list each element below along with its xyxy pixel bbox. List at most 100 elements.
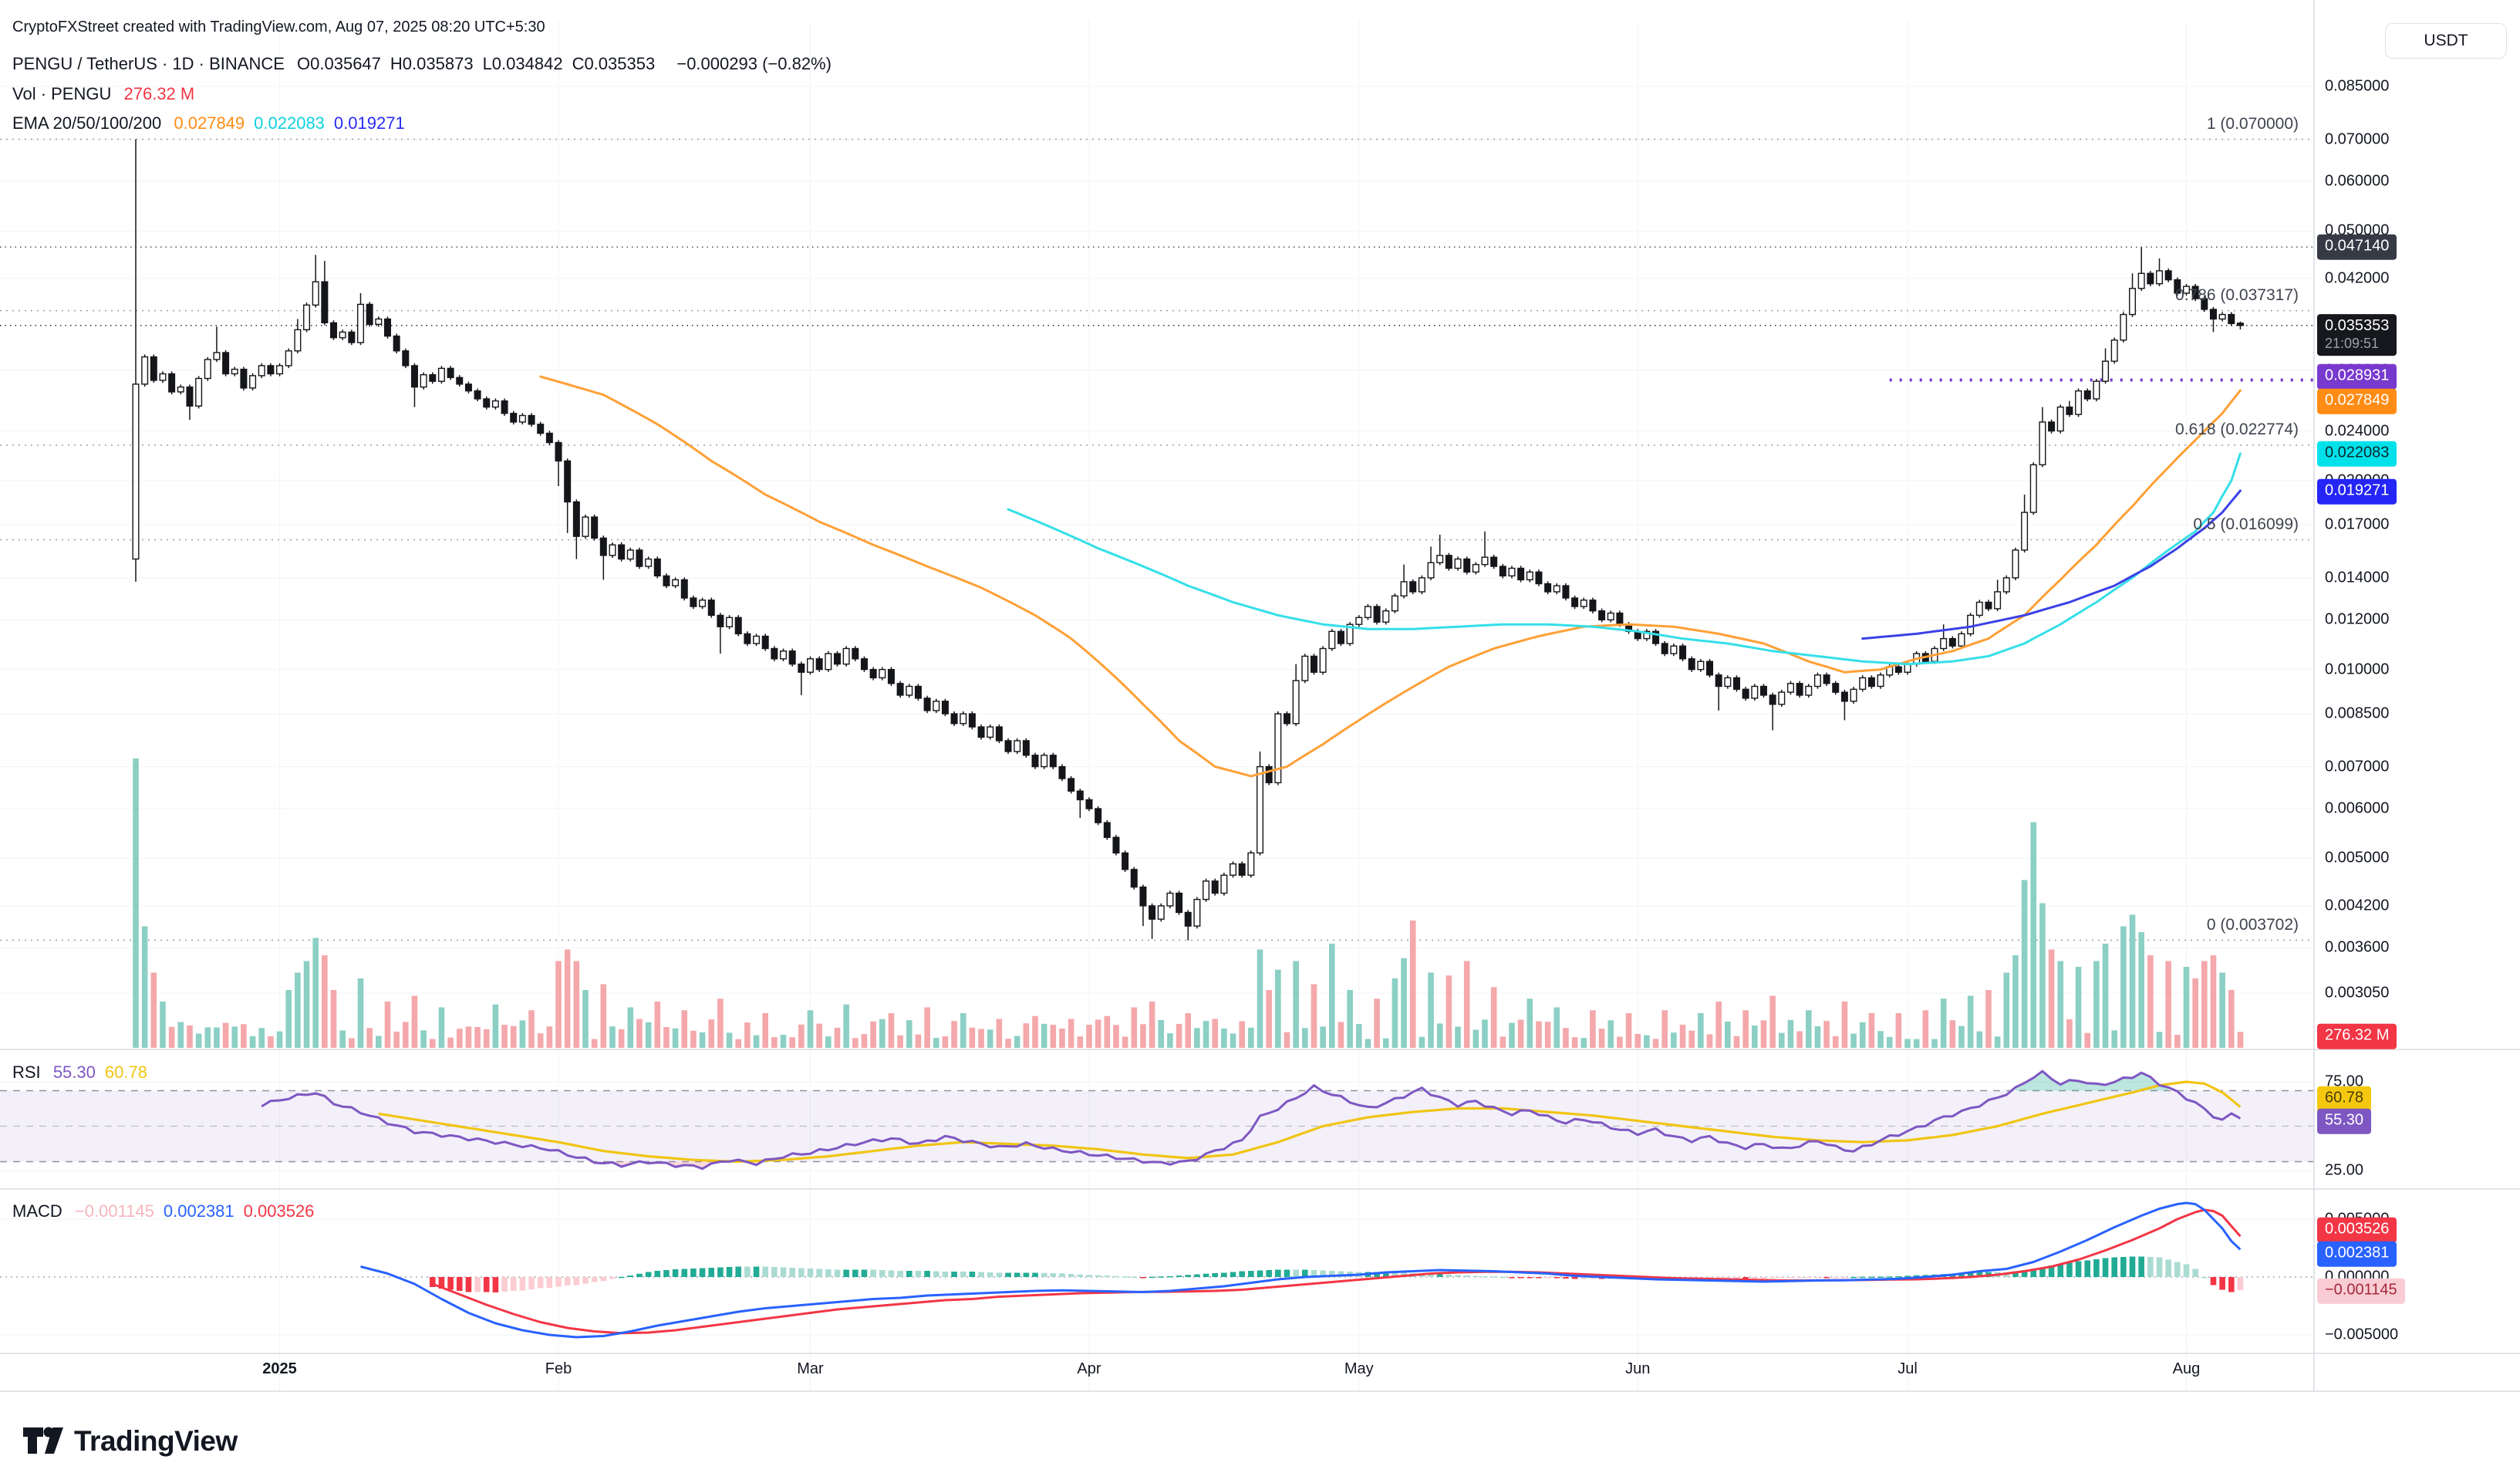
macd-histogram-bar[interactable]	[1203, 1273, 1209, 1277]
macd-histogram-bar[interactable]	[429, 1277, 436, 1287]
volume-bar[interactable]	[438, 1007, 445, 1049]
volume-bar[interactable]	[933, 1038, 940, 1048]
candle-up[interactable]	[357, 303, 365, 343]
volume-bar[interactable]	[762, 1013, 768, 1048]
candle-up[interactable]	[1724, 677, 1732, 688]
volume-bar[interactable]	[1958, 1025, 1965, 1048]
macd-histogram-bar[interactable]	[1338, 1271, 1344, 1278]
candle-down[interactable]	[186, 386, 194, 407]
macd-histogram-bar[interactable]	[861, 1269, 868, 1278]
candle-up[interactable]	[375, 318, 383, 325]
macd-histogram-bar[interactable]	[2219, 1277, 2225, 1290]
candle-down[interactable]	[1652, 630, 1660, 644]
volume-bar[interactable]	[1095, 1019, 1101, 1048]
price-axis-tick[interactable]: 0.004200	[2325, 897, 2390, 914]
candle-up[interactable]	[2075, 390, 2083, 415]
volume-bar[interactable]	[1365, 1039, 1371, 1048]
macd-histogram-bar[interactable]	[807, 1269, 814, 1277]
volume-bar[interactable]	[2030, 822, 2037, 1049]
rsi-line[interactable]	[261, 1069, 2242, 1171]
macd-histogram-bar[interactable]	[681, 1269, 688, 1278]
volume-bar[interactable]	[1463, 961, 1470, 1049]
macd-histogram-bar[interactable]	[1311, 1270, 1317, 1277]
ema-blue-line[interactable]	[1861, 489, 2242, 640]
candle-down[interactable]	[663, 575, 670, 586]
macd-histogram-bar[interactable]	[2093, 1259, 2100, 1277]
volume-bar[interactable]	[2129, 914, 2136, 1049]
volume-bar[interactable]	[843, 1004, 849, 1048]
volume-bar[interactable]	[295, 972, 301, 1049]
candle-up[interactable]	[1607, 612, 1614, 620]
volume-bar[interactable]	[1922, 1010, 1929, 1048]
macd-histogram-bar[interactable]	[1536, 1277, 1542, 1279]
volume-bar[interactable]	[1688, 1030, 1695, 1048]
volume-bar[interactable]	[187, 1025, 193, 1048]
candle-up[interactable]	[437, 367, 445, 382]
volume-bar[interactable]	[1338, 1022, 1344, 1048]
macd-histogram-bar[interactable]	[1823, 1277, 1830, 1279]
macd-histogram-bar[interactable]	[654, 1271, 661, 1277]
volume-legend-label[interactable]: Vol · PENGU	[12, 84, 112, 103]
volume-bar[interactable]	[690, 1030, 697, 1048]
volume-bar[interactable]	[1023, 1023, 1030, 1048]
macd-histogram-bar[interactable]	[582, 1277, 589, 1284]
candle-up[interactable]	[1472, 563, 1479, 573]
volume-bar[interactable]	[456, 1029, 463, 1048]
price-axis-tick[interactable]: 0.007000	[2325, 758, 2390, 775]
volume-bar[interactable]	[1571, 1037, 1578, 1048]
macd-histogram-bar[interactable]	[870, 1269, 876, 1278]
volume-bar[interactable]	[1482, 1019, 1488, 1048]
macd-histogram-bar[interactable]	[1185, 1275, 1192, 1277]
macd-histogram-bar[interactable]	[492, 1277, 499, 1292]
volume-bar[interactable]	[177, 1022, 184, 1048]
volume-bar[interactable]	[2057, 961, 2064, 1049]
macd-histogram-bar[interactable]	[2084, 1260, 2091, 1278]
macd-histogram-bar[interactable]	[708, 1268, 715, 1277]
candle-up[interactable]	[1220, 874, 1228, 894]
volume-bar[interactable]	[1913, 1039, 1920, 1048]
candle-up[interactable]	[258, 365, 265, 377]
macd-histogram-bar[interactable]	[753, 1266, 760, 1278]
volume-bar[interactable]	[1841, 1002, 1848, 1048]
volume-bar[interactable]	[2192, 978, 2198, 1048]
macd-histogram-bar[interactable]	[1967, 1272, 1974, 1277]
volume-bar[interactable]	[717, 998, 724, 1048]
volume-bar[interactable]	[627, 1007, 634, 1049]
macd-histogram-bar[interactable]	[1787, 1277, 1794, 1279]
macd-histogram-bar[interactable]	[960, 1272, 967, 1277]
volume-bar[interactable]	[2210, 955, 2217, 1048]
candle-down[interactable]	[366, 303, 373, 325]
candle-down[interactable]	[501, 400, 508, 414]
macd-histogram-bar[interactable]	[1850, 1276, 1857, 1279]
macd-histogram-bar[interactable]	[1257, 1270, 1263, 1278]
candle-up[interactable]	[2129, 288, 2137, 316]
candle-up[interactable]	[1193, 898, 1201, 927]
macd-histogram-bar[interactable]	[978, 1272, 984, 1278]
volume-bar[interactable]	[141, 926, 148, 1049]
macd-histogram-bar[interactable]	[915, 1271, 922, 1277]
candle-down[interactable]	[1031, 755, 1039, 768]
macd-histogram-bar[interactable]	[888, 1270, 895, 1278]
candle-down[interactable]	[447, 367, 454, 378]
price-axis-tick[interactable]: 0.060000	[2325, 172, 2390, 190]
macd-histogram-bar[interactable]	[2210, 1277, 2217, 1285]
volume-bar[interactable]	[1446, 975, 1452, 1048]
volume-bar[interactable]	[1382, 1038, 1389, 1048]
candle-up[interactable]	[879, 668, 886, 679]
candle-down[interactable]	[2048, 421, 2056, 432]
volume-bar[interactable]	[249, 1035, 256, 1048]
volume-bar[interactable]	[924, 1007, 930, 1049]
currency-unit-button[interactable]: USDT	[2385, 23, 2507, 59]
macd-histogram-bar[interactable]	[1176, 1275, 1182, 1277]
volume-bar[interactable]	[1904, 1039, 1911, 1048]
macd-histogram-bar[interactable]	[1230, 1272, 1236, 1278]
volume-bar[interactable]	[1257, 949, 1263, 1049]
candle-up[interactable]	[1904, 663, 1911, 673]
volume-bar[interactable]	[2021, 880, 2028, 1049]
volume-bar[interactable]	[1517, 1019, 1524, 1048]
macd-histogram-bar[interactable]	[879, 1270, 886, 1277]
candle-up[interactable]	[1436, 555, 1444, 563]
candle-down[interactable]	[2228, 313, 2235, 325]
candle-down[interactable]	[1085, 799, 1093, 809]
candle-up[interactable]	[204, 359, 211, 380]
